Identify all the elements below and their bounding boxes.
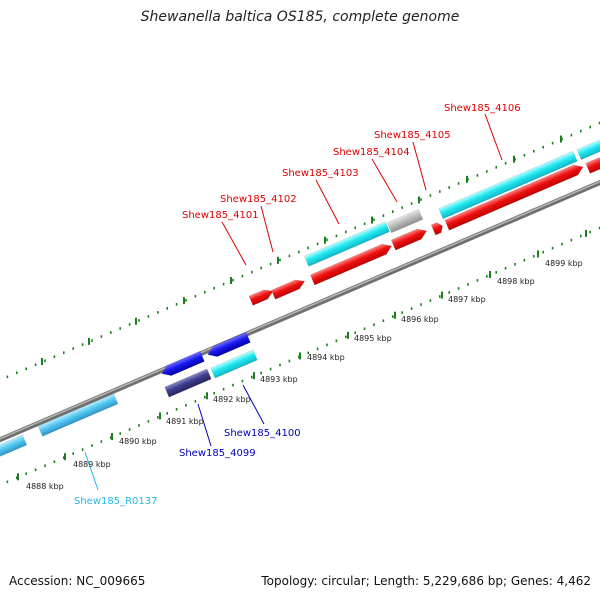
kbp-label: 4896 kbp — [401, 315, 439, 324]
gene-shew185-4107 — [585, 157, 600, 174]
lower-tick-row — [6, 226, 600, 484]
cds-track-feature — [210, 349, 258, 379]
gene-shew185-4105 — [430, 222, 443, 236]
gene-label-shew185-4101[interactable]: Shew185_4101 — [182, 210, 259, 221]
cds-track-feature — [438, 150, 578, 220]
leader-line — [221, 221, 247, 266]
map-title: Shewanella baltica OS185, complete genom… — [140, 9, 460, 25]
kbp-label: 4899 kbp — [545, 259, 583, 268]
gene-shew185-4102 — [271, 279, 306, 300]
rrna-shew185-r0137 — [37, 393, 119, 437]
leader-line — [484, 113, 503, 161]
kbp-label: 4888 kbp — [26, 482, 64, 491]
upper-tick-row — [6, 121, 600, 379]
kbp-scale-labels: 4888 kbp 4889 kbp 4890 kbp 4891 kbp 4892… — [26, 259, 583, 491]
kbp-label: 4892 kbp — [213, 395, 251, 404]
leader-line — [84, 451, 99, 491]
kbp-label: 4894 kbp — [307, 353, 345, 362]
leader-line — [242, 384, 265, 425]
leader-line — [197, 403, 212, 447]
gene-label-shew185-4104[interactable]: Shew185_4104 — [333, 147, 410, 158]
cds-track-feature — [303, 221, 391, 267]
pseudo-gene-feature — [386, 208, 424, 234]
gene-shew185-4106 — [444, 164, 584, 231]
gene-label-shew185-4103[interactable]: Shew185_4103 — [282, 168, 359, 179]
kbp-label: 4897 kbp — [448, 295, 486, 304]
gene-label-shew185-4102[interactable]: Shew185_4102 — [220, 194, 297, 205]
genome-backbone — [0, 179, 600, 443]
gene-label-shew185-4099[interactable]: Shew185_4099 — [179, 448, 256, 459]
accession-text: Accession: NC_009665 — [9, 574, 146, 588]
kbp-label: 4891 kbp — [166, 417, 204, 426]
gene-label-shew185-4100[interactable]: Shew185_4100 — [224, 428, 301, 439]
gene-label-shew185-r0137[interactable]: Shew185_R0137 — [74, 496, 158, 507]
gene-shew185-4099 — [161, 350, 205, 376]
gene-label-shew185-4105[interactable]: Shew185_4105 — [374, 130, 451, 141]
leader-line — [412, 141, 427, 191]
gene-shew185-4100 — [207, 331, 251, 357]
leader-line — [260, 205, 274, 253]
gene-features — [0, 138, 600, 460]
kbp-label: 4890 kbp — [119, 437, 157, 446]
leader-line — [315, 179, 340, 225]
gene-shew185-4103 — [309, 243, 393, 286]
genome-summary-text: Topology: circular; Length: 5,229,686 bp… — [261, 574, 591, 588]
cds-track-feature — [576, 138, 600, 160]
gene-labels: Shew185_4101 Shew185_4102 Shew185_4103 S… — [74, 103, 521, 507]
cds-track-feature — [164, 368, 212, 398]
leader-line — [371, 158, 398, 203]
kbp-label: 4893 kbp — [260, 375, 298, 384]
gene-label-shew185-4106[interactable]: Shew185_4106 — [444, 103, 521, 114]
gene-shew185-4101 — [248, 289, 274, 306]
rrna-feature — [0, 434, 28, 460]
kbp-label: 4889 kbp — [73, 460, 111, 469]
gene-shew185-4104 — [390, 228, 428, 251]
kbp-label: 4895 kbp — [354, 334, 392, 343]
kbp-label: 4898 kbp — [497, 277, 535, 286]
label-leader-lines — [84, 113, 503, 491]
